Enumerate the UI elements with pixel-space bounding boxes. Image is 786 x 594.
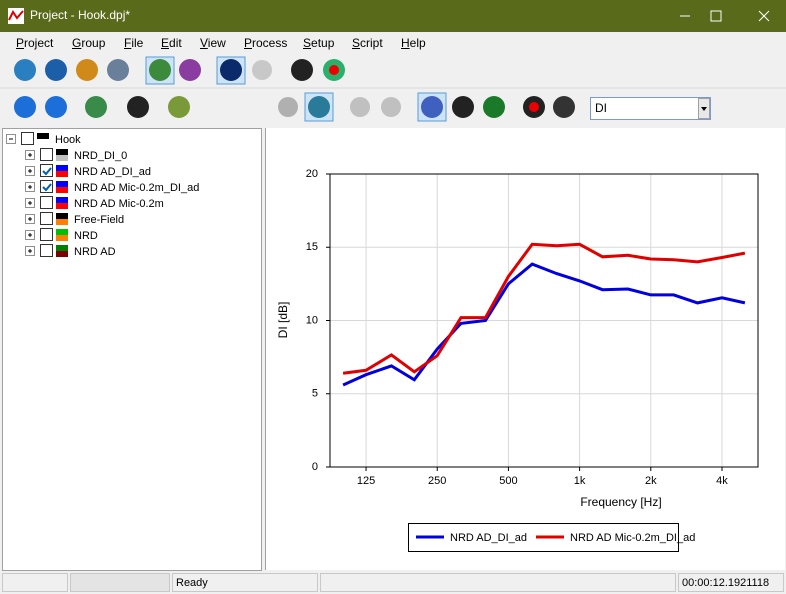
y-tick-label: 0 <box>312 461 318 473</box>
status-message: Ready <box>172 573 318 592</box>
tree-label: NRD AD <box>74 246 116 258</box>
tree-label: Free-Field <box>74 214 124 226</box>
y-tick-label: 20 <box>306 168 318 180</box>
chart: Frequency [Hz] DI [dB] 0 5 10 15 20 125 250 500… <box>276 168 759 552</box>
tree-label: NRD <box>74 230 98 242</box>
checkbox <box>21 132 34 145</box>
status-panel <box>2 573 68 592</box>
checkbox <box>40 180 53 193</box>
menu-item[interactable]: Help <box>401 36 426 50</box>
tree-node[interactable]: NRD AD <box>25 244 116 258</box>
menu-item[interactable]: Process <box>244 36 288 50</box>
tree-label: NRD AD_DI_ad <box>74 166 151 178</box>
x-tick-label: 125 <box>357 475 375 487</box>
x-tick-label: 250 <box>428 475 446 487</box>
checkmark <box>42 183 52 192</box>
progress-bar <box>70 573 170 592</box>
swatch-top <box>56 181 68 187</box>
swatch-bottom <box>56 187 68 193</box>
checkbox <box>40 228 53 241</box>
app-icon <box>8 8 24 24</box>
tree-node[interactable]: Free-Field <box>25 212 125 226</box>
x-tick-label: 4k <box>716 475 728 487</box>
menu-item[interactable]: Group <box>72 36 106 50</box>
legend-label: NRD AD Mic-0.2m_DI_ad <box>570 532 695 544</box>
tree-node[interactable]: NRD <box>25 228 98 242</box>
status-time: 00:00:12.1921118 <box>678 573 784 592</box>
menu-item[interactable]: Project <box>16 36 54 50</box>
checkbox <box>40 148 53 161</box>
x-tick-label: 2k <box>645 475 657 487</box>
tree-label: NRD AD Mic-0.2m <box>74 198 164 210</box>
window-controls[interactable] <box>660 0 786 32</box>
legend-label: NRD AD_DI_ad <box>450 532 527 544</box>
tree-node[interactable]: Hook <box>6 132 82 146</box>
tree-node[interactable]: NRD AD Mic-0.2m <box>25 196 164 210</box>
checkmark <box>42 167 52 176</box>
menu-item[interactable]: Edit <box>161 36 182 50</box>
series-line <box>342 262 746 387</box>
menu-item[interactable]: Setup <box>303 36 335 50</box>
tree-view: Hook NRD_DI_0 NRD AD_DI_ad NRD AD Mic-0.2m_… <box>6 132 200 258</box>
tree-label: Hook <box>55 134 81 146</box>
title-bar: Project - Hook.dpj* <box>0 0 786 32</box>
checkbox <box>40 212 53 225</box>
swatch-bottom <box>37 139 49 145</box>
status-panel <box>320 573 676 592</box>
menu-item[interactable]: Script <box>352 36 383 50</box>
checkbox <box>40 196 53 209</box>
swatch-top <box>56 229 68 235</box>
swatch-top <box>56 213 68 219</box>
y-tick-label: 10 <box>306 314 318 326</box>
swatch-top <box>56 245 68 251</box>
window-title: Project - Hook.dpj* <box>30 8 131 22</box>
x-axis-label: Frequency [Hz] <box>580 495 661 509</box>
tree-node[interactable]: NRD AD_DI_ad <box>25 164 152 178</box>
swatch-top <box>56 197 68 203</box>
menu-bar: Project Group File Edit View Process Setup Scri… <box>0 32 786 54</box>
series-line <box>342 242 746 375</box>
project-tree: Hook NRD_DI_0 NRD AD_DI_ad NRD AD Mic-0.2m_… <box>2 128 262 571</box>
plot-frame <box>329 173 759 468</box>
menu-item[interactable]: File <box>124 36 144 50</box>
swatch-bottom <box>56 203 68 209</box>
dropdown[interactable]: DI <box>590 97 711 120</box>
x-tick-label: 500 <box>499 475 517 487</box>
y-tick-label: 5 <box>312 388 318 400</box>
checkbox <box>40 244 53 257</box>
swatch-bottom <box>56 155 68 161</box>
swatch-top <box>56 165 68 171</box>
tree-node[interactable]: NRD AD Mic-0.2m_DI_ad <box>25 180 200 194</box>
swatch-bottom <box>56 219 68 225</box>
x-tick-label: 1k <box>574 475 586 487</box>
toolbar-icons[interactable] <box>14 56 575 122</box>
tree-label: NRD_DI_0 <box>74 150 127 162</box>
checkbox <box>40 164 53 177</box>
y-axis-label: DI [dB] <box>276 302 290 339</box>
tree-node[interactable]: NRD_DI_0 <box>25 148 128 162</box>
y-tick-label: 15 <box>306 241 318 253</box>
swatch-bottom <box>56 235 68 241</box>
swatch-top <box>56 149 68 155</box>
swatch-top <box>37 133 49 139</box>
toolbars: DI <box>0 56 786 122</box>
chart-panel: Frequency [Hz] DI [dB] 0 5 10 15 20 125 250 500… <box>265 128 785 570</box>
swatch-bottom <box>56 171 68 177</box>
tree-label: NRD AD Mic-0.2m_DI_ad <box>74 182 199 194</box>
swatch-bottom <box>56 251 68 257</box>
dropdown-value: DI <box>595 101 607 115</box>
menu-item[interactable]: View <box>200 36 226 50</box>
